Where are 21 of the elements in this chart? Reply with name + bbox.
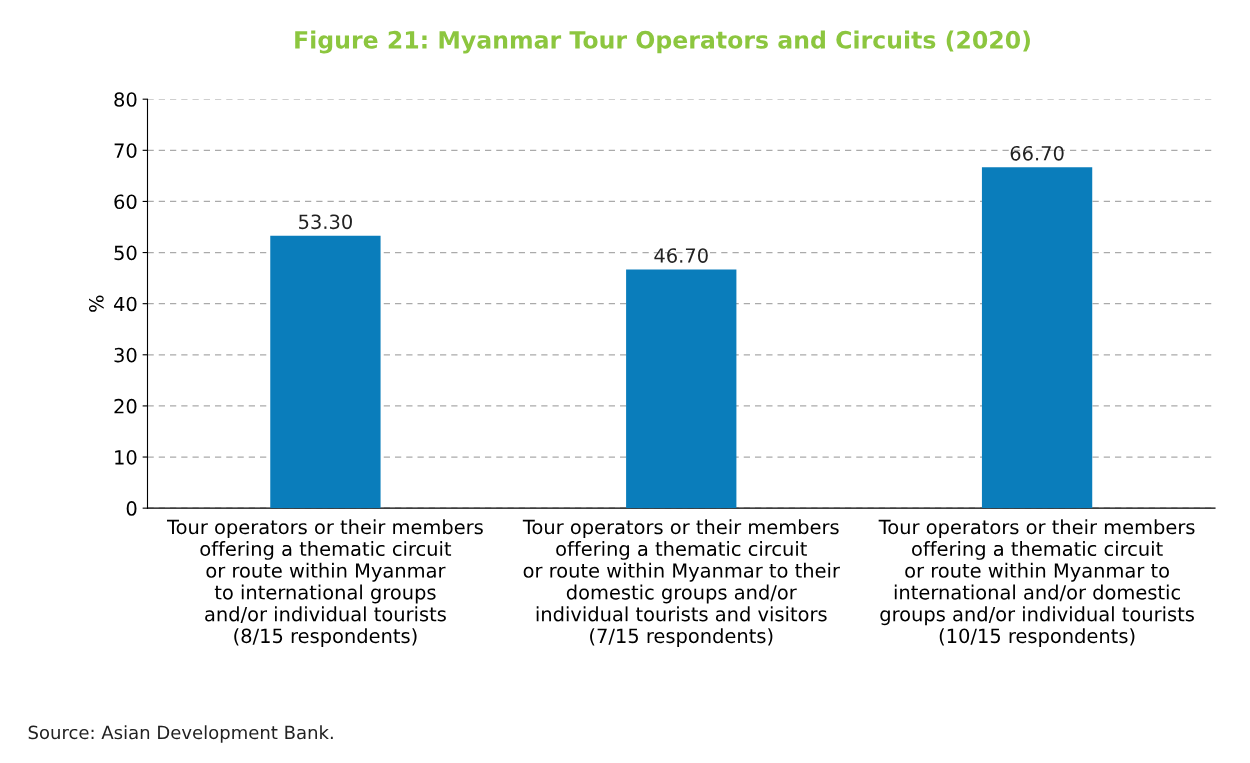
- data-label: 66.70: [1010, 145, 1064, 161]
- y-tick-label: 40: [113, 296, 137, 312]
- y-tick-label: 70: [114, 143, 137, 158]
- data-label: 46.70: [654, 248, 708, 263]
- y-axis-title: %: [89, 295, 104, 312]
- y-tick-label: 80: [114, 92, 137, 107]
- y-tick-label: 10: [115, 449, 137, 465]
- y-tick-label: 0: [126, 501, 137, 516]
- chart-title: Figure 21: Myanmar Tour Operators and Circuits (2020): [295, 30, 1030, 54]
- x-tick-label: Tour operators or their members offering a thematic circuit or route within Myanmar to their domestic groups and/or individual tourists and visitors (7/15 respondents): [522, 519, 840, 647]
- source-note: Source: Asian Development Bank.: [28, 725, 333, 743]
- bar: [626, 269, 737, 509]
- x-tick-label: Tour operators or their members offering a thematic circuit or route within Myanmar to international and/or domestic groups and/or individual tourists (10/15 respondents): [878, 519, 1195, 647]
- y-tick-label: 50: [114, 245, 137, 261]
- bar: [270, 235, 381, 509]
- y-tick-label: 60: [114, 194, 137, 210]
- y-tick-label: 20: [114, 398, 137, 414]
- y-tick-label: 30: [114, 347, 137, 363]
- x-tick-label: Tour operators or their members offering a thematic circuit or route within Myanmar to international groups and/or individual tourists (8/15 respondents): [166, 519, 483, 647]
- bar: [981, 167, 1093, 509]
- data-label: 53.30: [299, 214, 352, 230]
